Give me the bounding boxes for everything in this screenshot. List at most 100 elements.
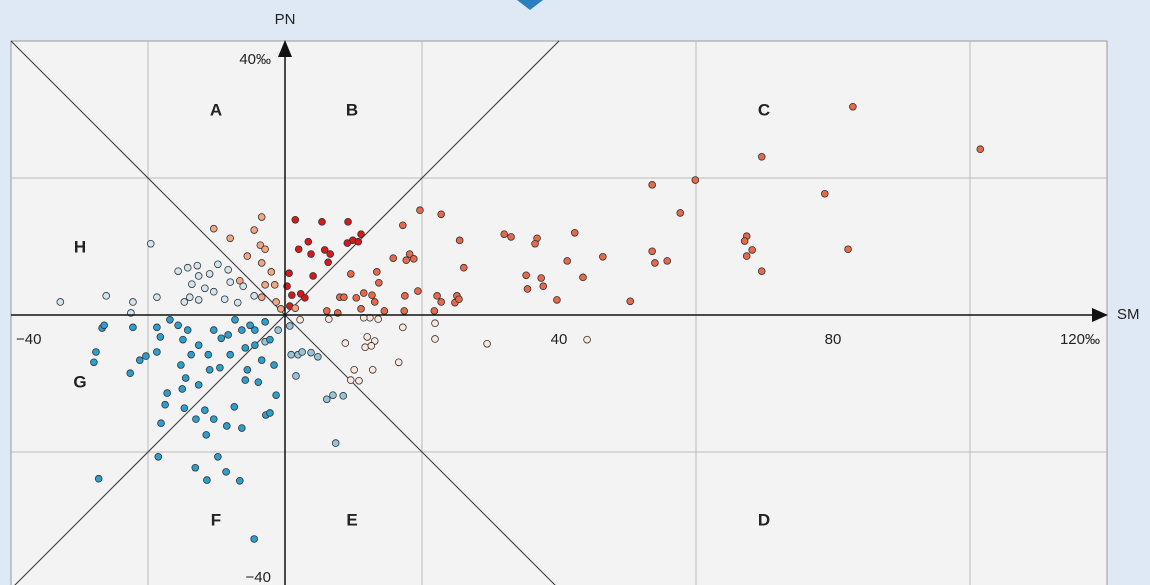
point: [402, 256, 411, 265]
point: [257, 356, 266, 365]
point: [209, 224, 218, 233]
point: [742, 252, 751, 260]
point: [238, 326, 246, 334]
point: [183, 326, 192, 334]
point: [400, 307, 408, 315]
point: [599, 252, 607, 261]
point: [341, 339, 350, 347]
point: [222, 422, 231, 430]
point: [531, 239, 539, 248]
point: [359, 289, 368, 297]
point: [191, 463, 200, 472]
point: [224, 331, 232, 339]
point: [820, 189, 829, 198]
point: [235, 276, 244, 285]
point: [437, 298, 445, 306]
point: [437, 210, 445, 219]
point: [243, 365, 252, 374]
point: [626, 297, 635, 306]
point: [374, 315, 382, 323]
point: [180, 298, 189, 306]
point: [430, 307, 439, 315]
point: [194, 296, 203, 304]
point: [214, 452, 222, 461]
point: [157, 419, 165, 428]
point: [241, 376, 250, 384]
point: [181, 374, 190, 382]
point: [209, 326, 218, 334]
point: [241, 344, 250, 352]
point: [261, 318, 269, 326]
region-label: F: [211, 510, 221, 529]
point: [238, 424, 246, 432]
x-tick-label: 120‰: [1060, 331, 1100, 348]
point: [648, 181, 656, 189]
point: [274, 326, 282, 334]
point: [292, 372, 300, 380]
point: [350, 365, 358, 374]
point: [277, 305, 285, 313]
region-label: A: [210, 100, 222, 119]
region-label: B: [346, 100, 358, 119]
point: [291, 304, 300, 312]
point: [230, 402, 239, 411]
point: [129, 298, 137, 306]
point: [748, 246, 756, 254]
point: [583, 335, 591, 344]
point: [537, 274, 545, 282]
point: [146, 239, 155, 248]
point: [296, 315, 304, 324]
point: [676, 209, 685, 217]
point: [691, 176, 700, 184]
point: [285, 269, 293, 278]
point: [346, 270, 355, 278]
point: [142, 352, 150, 360]
point: [409, 255, 418, 263]
point: [257, 213, 266, 221]
point: [357, 230, 365, 238]
point: [261, 281, 269, 289]
x-tick-label: 40: [551, 331, 568, 348]
point: [226, 350, 235, 359]
point: [179, 335, 187, 344]
point: [318, 218, 326, 226]
point: [331, 439, 340, 447]
point: [154, 452, 163, 461]
point: [314, 352, 322, 361]
point: [394, 358, 403, 367]
point: [102, 292, 111, 300]
point: [178, 385, 187, 393]
point: [357, 305, 365, 313]
point: [648, 247, 656, 256]
point: [250, 292, 258, 300]
plot-area: [10, 40, 1108, 585]
point: [135, 356, 144, 365]
point: [188, 280, 196, 288]
y-axis-label: PN: [275, 11, 296, 28]
point: [272, 391, 280, 399]
point: [126, 369, 134, 378]
point: [201, 284, 209, 293]
point: [375, 279, 383, 287]
point: [235, 476, 244, 485]
point: [216, 363, 224, 372]
point: [174, 321, 182, 330]
region-label: C: [758, 100, 770, 119]
point: [285, 322, 294, 330]
point: [251, 326, 259, 334]
point: [304, 237, 313, 246]
point: [205, 365, 214, 374]
point: [194, 341, 203, 349]
point: [553, 296, 561, 304]
x-arrow: [1092, 308, 1108, 322]
point: [343, 239, 352, 247]
point: [217, 334, 226, 343]
point: [539, 282, 548, 291]
point: [220, 295, 229, 304]
point: [459, 263, 468, 272]
logo-icon: [517, 0, 543, 10]
point: [363, 333, 372, 341]
point: [177, 361, 185, 369]
point: [325, 315, 333, 323]
